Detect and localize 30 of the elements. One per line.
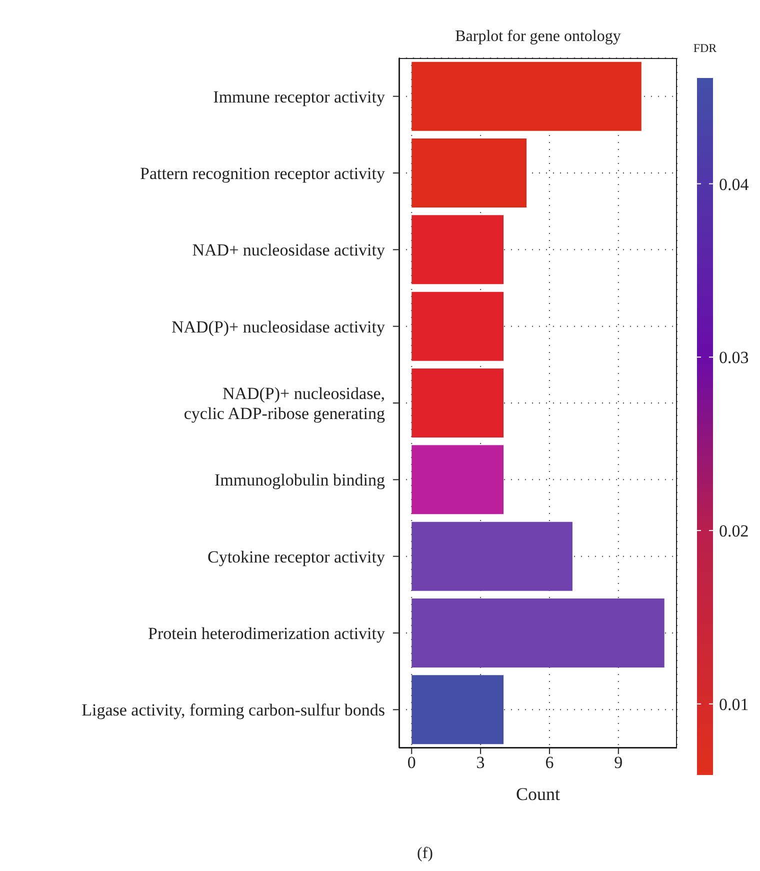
y-tick-label: Protein heterodimerization activity (148, 624, 386, 643)
y-tick-label: NAD(P)+ nucleosidase activity (171, 317, 386, 336)
x-axis-title: Count (516, 784, 560, 804)
bar (412, 292, 504, 361)
color-bar-label: 0.03 (719, 348, 749, 368)
y-tick-label: NAD+ nucleosidase activity (192, 240, 386, 260)
color-bar-label: 0.01 (719, 694, 749, 714)
y-tick-label: Ligase activity, forming carbon-sulfur bonds (82, 700, 385, 720)
y-tick-label: Cytokine receptor activity (208, 547, 386, 566)
bar (412, 522, 572, 591)
y-tick-label: Pattern recognition receptor activity (140, 164, 386, 183)
x-tick-label: 0 (407, 753, 416, 772)
bar (412, 598, 664, 668)
y-tick-label: Immunoglobulin binding (214, 470, 386, 490)
y-tick-label: Immune receptor activity (213, 87, 386, 106)
text: (f) (416, 845, 434, 863)
y-tick-label: NAD(P)+ nucleosidase, cyclic ADP-ribose generating (184, 384, 386, 423)
x-tick-label: 6 (545, 753, 554, 772)
chart-title: Barplot for gene ontology (454, 28, 622, 46)
color-bar-title: FDR (693, 41, 717, 55)
x-tick-label: 3 (476, 753, 485, 772)
bar (412, 445, 504, 514)
bar (412, 675, 504, 744)
bar (412, 215, 504, 284)
bar (412, 62, 642, 131)
x-tick-label: 9 (614, 753, 623, 772)
bar (412, 368, 504, 438)
color-bar-label: 0.02 (719, 522, 749, 541)
color-bar-label: 0.04 (719, 174, 750, 194)
bar (412, 138, 527, 208)
